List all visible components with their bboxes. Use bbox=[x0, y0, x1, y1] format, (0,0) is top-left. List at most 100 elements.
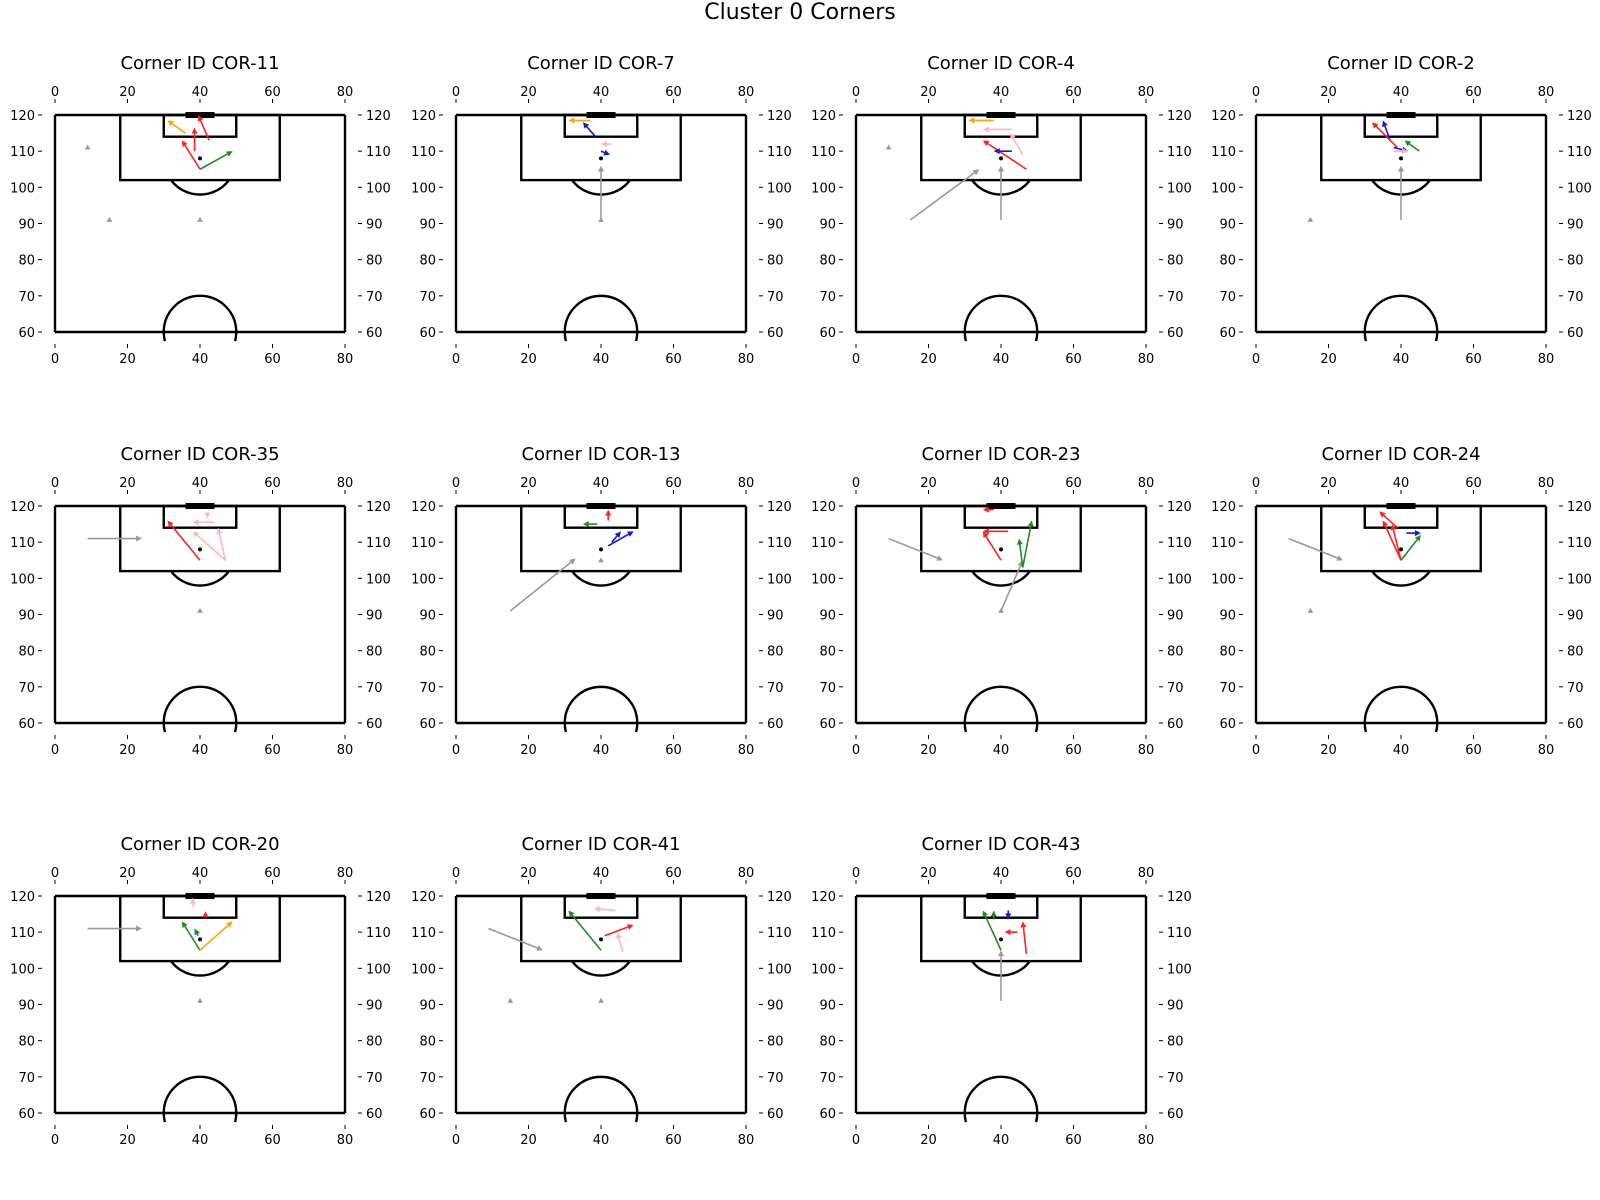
pitch-panel-4: Corner ID COR-2 0 0 20 20 40 40 60 60 80 80 60 60 70 7… bbox=[1211, 53, 1592, 367]
arrow-shaft bbox=[1392, 529, 1402, 561]
y-tick-label-right: 60 bbox=[1167, 717, 1184, 732]
y-tick-label-right: 110 bbox=[767, 536, 792, 551]
centre-circle-right bbox=[233, 722, 238, 733]
movement-arrow bbox=[199, 921, 233, 951]
movement-arrow bbox=[582, 122, 597, 138]
x-tick-label-top: 80 bbox=[1138, 85, 1155, 100]
y-tick-label-left: 90 bbox=[18, 218, 35, 233]
x-tick-label-top: 0 bbox=[452, 85, 460, 100]
arrow-shaft bbox=[1400, 539, 1418, 561]
x-tick-label-bottom: 60 bbox=[264, 1133, 281, 1148]
y-tick-label-left: 100 bbox=[10, 962, 35, 977]
x-tick-label-bottom: 40 bbox=[993, 743, 1010, 758]
arrow-head bbox=[968, 117, 975, 124]
arrow-head bbox=[167, 120, 175, 127]
y-tick-label-left: 90 bbox=[819, 999, 836, 1014]
arrow-head bbox=[136, 925, 142, 932]
arrow-head bbox=[197, 115, 204, 122]
movement-arrow bbox=[181, 140, 201, 170]
arrow-head bbox=[1379, 511, 1386, 518]
y-tick-label-left: 70 bbox=[419, 1071, 436, 1086]
arrow-shaft bbox=[509, 561, 572, 612]
six-yard-box bbox=[563, 894, 639, 919]
x-tick-label-bottom: 0 bbox=[51, 352, 59, 367]
y-tick-label-left: 60 bbox=[1219, 326, 1236, 341]
arrow-head bbox=[569, 558, 576, 565]
movement-arrow bbox=[1382, 520, 1402, 561]
x-tick-label-top: 60 bbox=[264, 85, 281, 100]
pitch-panel-8: Corner ID COR-24 0 0 20 20 40 40 60 60 80 80 60 60 70… bbox=[1211, 444, 1592, 758]
y-tick-label-left: 70 bbox=[18, 1071, 35, 1086]
y-tick-label-left: 90 bbox=[419, 999, 436, 1014]
y-tick-label-left: 100 bbox=[1211, 181, 1236, 196]
axes: 0 0 20 20 40 40 60 60 80 80 60 60 70 70 80 80 90 90 100 100… bbox=[811, 476, 1192, 758]
x-tick-label-bottom: 40 bbox=[192, 352, 209, 367]
y-tick-label-left: 90 bbox=[419, 609, 436, 624]
y-tick-label-left: 80 bbox=[819, 254, 836, 269]
arrow-head bbox=[936, 555, 943, 561]
y-tick-label-right: 120 bbox=[1167, 109, 1192, 124]
arrow-head bbox=[626, 531, 634, 537]
x-tick-label-bottom: 80 bbox=[337, 743, 354, 758]
y-tick-label-right: 60 bbox=[1567, 717, 1584, 732]
y-tick-label-right: 100 bbox=[1167, 572, 1192, 587]
movement-arrow bbox=[600, 149, 611, 156]
y-tick-label-right: 90 bbox=[366, 218, 383, 233]
penalty-area bbox=[920, 504, 1082, 573]
pitch-panel-2: Corner ID COR-7 0 0 20 20 40 40 60 60 80 80 60 60 70 7… bbox=[411, 53, 792, 367]
arrow-head bbox=[1027, 520, 1034, 527]
centre-circle-left bbox=[1363, 722, 1368, 733]
movement-arrow bbox=[982, 910, 1002, 951]
y-tick-label-right: 70 bbox=[767, 290, 784, 305]
x-tick-label-top: 20 bbox=[1320, 476, 1337, 491]
y-tick-label-left: 90 bbox=[1219, 609, 1236, 624]
arrow-shaft bbox=[184, 925, 201, 951]
centre-circle-top bbox=[162, 1075, 238, 1114]
penalty-arc bbox=[170, 960, 230, 977]
arrow-shaft bbox=[984, 915, 1002, 951]
y-tick-label-right: 90 bbox=[767, 999, 784, 1014]
arrow-head bbox=[191, 127, 198, 134]
arrow-shaft bbox=[199, 153, 228, 170]
y-tick-label-left: 70 bbox=[419, 290, 436, 305]
movement-arrow bbox=[982, 140, 1027, 170]
y-tick-label-left: 90 bbox=[1219, 218, 1236, 233]
axes: 0 0 20 20 40 40 60 60 80 80 60 60 70 70 80 80 90 90 100 100… bbox=[811, 85, 1192, 367]
y-tick-label-left: 120 bbox=[811, 109, 836, 124]
y-tick-label-left: 100 bbox=[1211, 572, 1236, 587]
y-tick-label-right: 60 bbox=[767, 326, 784, 341]
y-tick-label-left: 60 bbox=[819, 326, 836, 341]
y-tick-label-left: 70 bbox=[819, 290, 836, 305]
panel-title: Corner ID COR-4 bbox=[927, 53, 1075, 74]
y-tick-label-right: 80 bbox=[366, 645, 383, 660]
panel-title: Corner ID COR-20 bbox=[120, 834, 279, 855]
arrow-shaft bbox=[171, 123, 186, 134]
axes: 0 0 20 20 40 40 60 60 80 80 60 60 70 70 80 80 90 90 100 100… bbox=[1211, 85, 1592, 367]
y-tick-label-left: 110 bbox=[411, 145, 436, 160]
y-tick-label-right: 80 bbox=[366, 1035, 383, 1050]
y-tick-label-right: 120 bbox=[767, 500, 792, 515]
y-tick-label-left: 80 bbox=[18, 645, 35, 660]
centre-circle-right bbox=[1434, 722, 1439, 733]
x-tick-label-top: 40 bbox=[593, 866, 610, 881]
pitch-lines bbox=[53, 112, 347, 342]
y-tick-label-right: 60 bbox=[1167, 326, 1184, 341]
y-tick-label-right: 100 bbox=[1567, 181, 1592, 196]
six-yard-box bbox=[563, 113, 639, 138]
y-tick-label-left: 80 bbox=[419, 645, 436, 660]
y-tick-label-left: 70 bbox=[18, 290, 35, 305]
movement-arrow bbox=[192, 519, 215, 526]
arrow-shaft bbox=[1000, 565, 1022, 612]
x-tick-label-bottom: 20 bbox=[920, 1133, 937, 1148]
movement-arrow bbox=[598, 165, 604, 220]
arrow-head bbox=[982, 528, 989, 535]
y-tick-label-right: 80 bbox=[1567, 254, 1584, 269]
arrow-head bbox=[1402, 148, 1409, 155]
pitch-lines bbox=[53, 893, 347, 1123]
pitch-panel-3: Corner ID COR-4 0 0 20 20 40 40 60 60 80 80 60 60 70 7… bbox=[811, 53, 1192, 367]
y-tick-label-right: 100 bbox=[1167, 962, 1192, 977]
y-tick-label-left: 110 bbox=[411, 536, 436, 551]
x-tick-label-top: 20 bbox=[520, 85, 537, 100]
x-tick-label-bottom: 80 bbox=[738, 352, 755, 367]
centre-circle-right bbox=[233, 1112, 238, 1123]
